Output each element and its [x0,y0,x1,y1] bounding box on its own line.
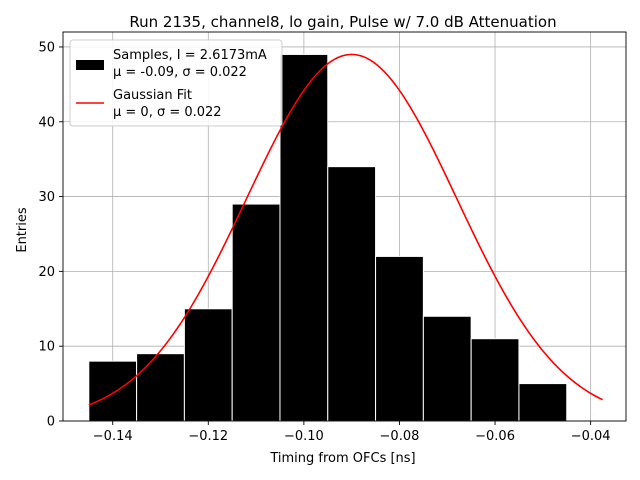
y-tick-label: 0 [47,415,55,430]
legend-sublabel-samples: μ = -0.09, σ = 0.022 [113,65,247,80]
legend-swatch-samples [76,60,104,70]
legend-label-samples: Samples, I = 2.6173mA [113,48,267,63]
x-tick-label: −0.08 [380,429,420,444]
legend-label-fit: Gaussian Fit [113,88,192,103]
histogram-bar [422,315,472,422]
y-tick-label: 10 [38,340,55,355]
y-axis-ticks: 0 10 20 30 40 50 [38,40,63,430]
gaussian-fit-line [88,53,603,406]
plot-frame [62,31,627,422]
x-tick-label: −0.10 [284,429,324,444]
histogram-bars [88,53,568,422]
histogram-bar [183,308,233,422]
y-tick-label: 40 [38,115,55,130]
histogram-bar [279,53,329,422]
y-tick-label: 20 [38,265,55,280]
x-tick-label: −0.12 [188,429,228,444]
y-tick-label: 50 [38,40,55,55]
x-tick-label: −0.14 [93,429,133,444]
x-axis-label: Timing from OFCs [ns] [269,451,415,466]
chart-title: Run 2135, channel8, lo gain, Pulse w/ 7.… [129,13,556,31]
histogram-bar [518,383,568,422]
y-tick-label: 30 [38,190,55,205]
histogram-bar [327,166,377,422]
y-axis-label: Entries [15,207,30,253]
x-tick-label: −0.06 [475,429,515,444]
x-axis-ticks: −0.14 −0.12 −0.10 −0.08 −0.06 −0.04 [93,421,611,444]
histogram-bar [88,360,138,422]
histogram-bar [136,353,185,422]
legend-sublabel-fit: μ = 0, σ = 0.022 [113,105,222,120]
legend: Samples, I = 2.6173mA μ = -0.09, σ = 0.0… [69,39,283,127]
x-tick-label: −0.04 [571,429,611,444]
histogram-bar [231,203,281,422]
histogram-bar [375,255,424,422]
histogram-bar [470,338,520,422]
legend-box [69,39,283,127]
